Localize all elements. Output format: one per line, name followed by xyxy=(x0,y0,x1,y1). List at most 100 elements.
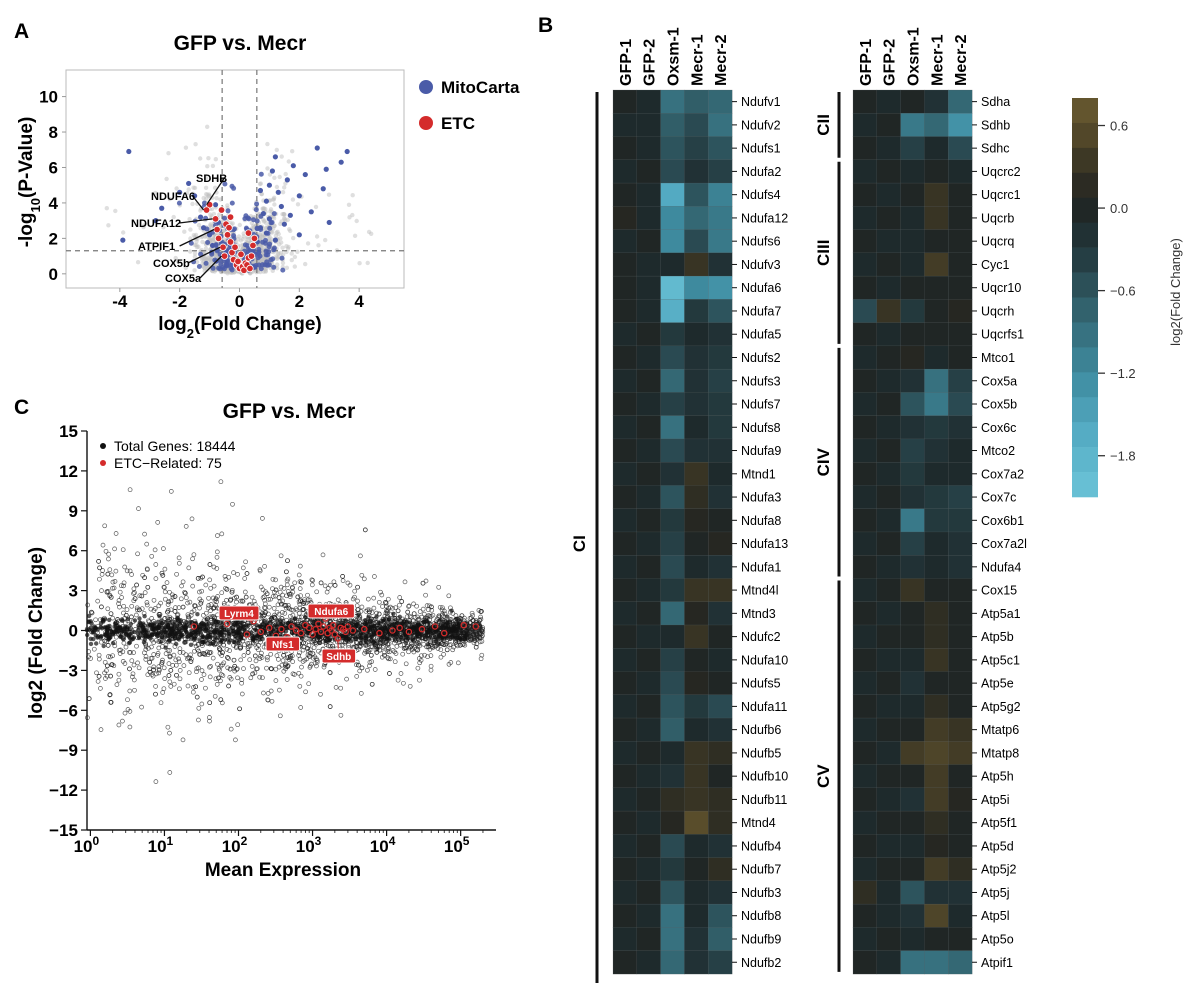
volcano-grey-point xyxy=(280,245,285,250)
ma-gene-point xyxy=(306,681,312,687)
volcano-mitocarta-point xyxy=(258,171,264,177)
volcano-title: GFP vs. Mecr xyxy=(174,32,307,55)
ma-gene-point xyxy=(163,620,169,625)
ma-gene-point xyxy=(188,659,194,664)
ma-gene-point xyxy=(162,676,168,681)
ma-gene-point xyxy=(273,666,279,672)
ma-gene-point xyxy=(96,656,102,662)
volcano-grey-point xyxy=(323,237,328,243)
volcano-grey-point xyxy=(283,171,288,177)
volcano-mitocarta-point xyxy=(267,225,273,231)
ma-gene-point xyxy=(297,563,303,569)
volcano-grey-point xyxy=(210,163,216,169)
ma-gene-point xyxy=(129,572,134,577)
ma-gene-point xyxy=(153,684,158,689)
ma-gene-point xyxy=(163,645,168,650)
volcano-mitocarta-point xyxy=(290,163,296,169)
ma-gene-point xyxy=(93,617,98,623)
volcano-grey-point xyxy=(291,235,296,241)
ma-gene-point xyxy=(130,636,136,642)
volcano-grey-point xyxy=(153,190,158,196)
ma-gene-point xyxy=(135,660,140,666)
volcano-grey-point xyxy=(365,260,370,266)
volcano-grey-point xyxy=(350,212,355,218)
volcano-etc-point xyxy=(202,206,211,214)
ma-gene-point xyxy=(183,625,189,630)
ma-gene-point xyxy=(171,652,177,658)
ma-gene-point xyxy=(249,664,255,669)
ma-gene-point xyxy=(328,582,333,588)
ma-gene-point xyxy=(100,542,106,548)
volcano-mitocarta-point xyxy=(203,260,209,266)
ma-gene-point xyxy=(303,689,308,695)
volcano-grey-point xyxy=(272,223,277,229)
ma-gene-point xyxy=(340,574,345,579)
ma-gene-point xyxy=(218,678,223,684)
ma-gene-point xyxy=(120,718,125,724)
ma-gene-point xyxy=(199,668,205,673)
volcano-etc-point xyxy=(214,234,223,243)
ma-gene-point xyxy=(363,638,368,644)
ma-gene-point xyxy=(177,686,182,692)
ma-gene-point xyxy=(340,578,346,583)
volcano-mitocarta-point xyxy=(222,215,228,221)
ma-gene-point xyxy=(359,665,365,671)
volcano-grey-point xyxy=(272,175,277,180)
volcano-grey-point xyxy=(191,185,196,190)
ma-gene-point xyxy=(208,641,214,646)
ma-gene-point xyxy=(296,670,302,676)
ma-gene-point xyxy=(369,610,375,615)
volcano-grey-point xyxy=(212,185,218,190)
ma-gene-point xyxy=(186,565,192,571)
volcano-mitocarta-point xyxy=(266,216,272,222)
ma-gene-point xyxy=(226,683,231,689)
volcano-mitocarta-point xyxy=(221,266,227,272)
ma-gene-point xyxy=(180,737,186,743)
ma-gene-point xyxy=(186,670,192,676)
ma-gene-point xyxy=(116,677,122,683)
volcano-grey-point xyxy=(213,157,218,162)
volcano-x-ticks: -4 -2 0 2 4 xyxy=(112,288,364,311)
volcano-grey-point xyxy=(288,228,293,234)
ma-gene-point xyxy=(109,572,115,578)
volcano-grey-point xyxy=(280,212,285,217)
ma-gene-point xyxy=(196,717,201,723)
volcano-mitocarta-point xyxy=(126,148,132,155)
ma-gene-point xyxy=(369,681,375,687)
ma-gene-point xyxy=(280,658,286,663)
volcano-grey-point xyxy=(279,240,284,245)
ma-gene-point xyxy=(204,622,209,627)
volcano-mitocarta-point xyxy=(269,220,275,225)
volcano-grey-point xyxy=(241,231,246,236)
ma-gene-point xyxy=(268,651,274,657)
ma-gene-point xyxy=(292,672,297,677)
volcano-callout-label: NDUFA12 xyxy=(131,218,181,230)
volcano-etc-point xyxy=(213,225,221,234)
ma-gene-point xyxy=(276,657,281,662)
ma-gene-point xyxy=(351,618,356,624)
volcano-y-tick-label: 8 xyxy=(49,123,58,142)
volcano-callout-leader xyxy=(179,228,215,247)
ma-gene-point xyxy=(305,592,310,598)
volcano-mitocarta-point xyxy=(314,145,320,151)
volcano-grey-point xyxy=(205,164,210,169)
ma-gene-point xyxy=(227,666,233,672)
ma-gene-point xyxy=(298,705,304,710)
ma-gene-point xyxy=(423,592,428,598)
volcano-mitocarta-point xyxy=(258,266,264,272)
volcano-mitocarta-point xyxy=(232,226,237,232)
ma-gene-point xyxy=(371,595,377,601)
volcano-grey-point xyxy=(183,145,189,150)
ma-gene-point xyxy=(354,603,360,609)
ma-gene-point xyxy=(194,669,199,675)
volcano-grey-point xyxy=(295,202,301,207)
ma-gene-point xyxy=(402,579,408,585)
ma-gene-point xyxy=(207,562,213,567)
volcano-y-tick-label: 6 xyxy=(49,158,58,177)
volcano-callout-label: SDHB xyxy=(196,173,227,185)
volcano-etc-point xyxy=(211,215,220,223)
ma-gene-point xyxy=(299,579,304,585)
volcano-grey-point xyxy=(257,231,263,236)
ma-gene-point xyxy=(411,611,417,617)
ma-gene-point xyxy=(201,672,207,677)
